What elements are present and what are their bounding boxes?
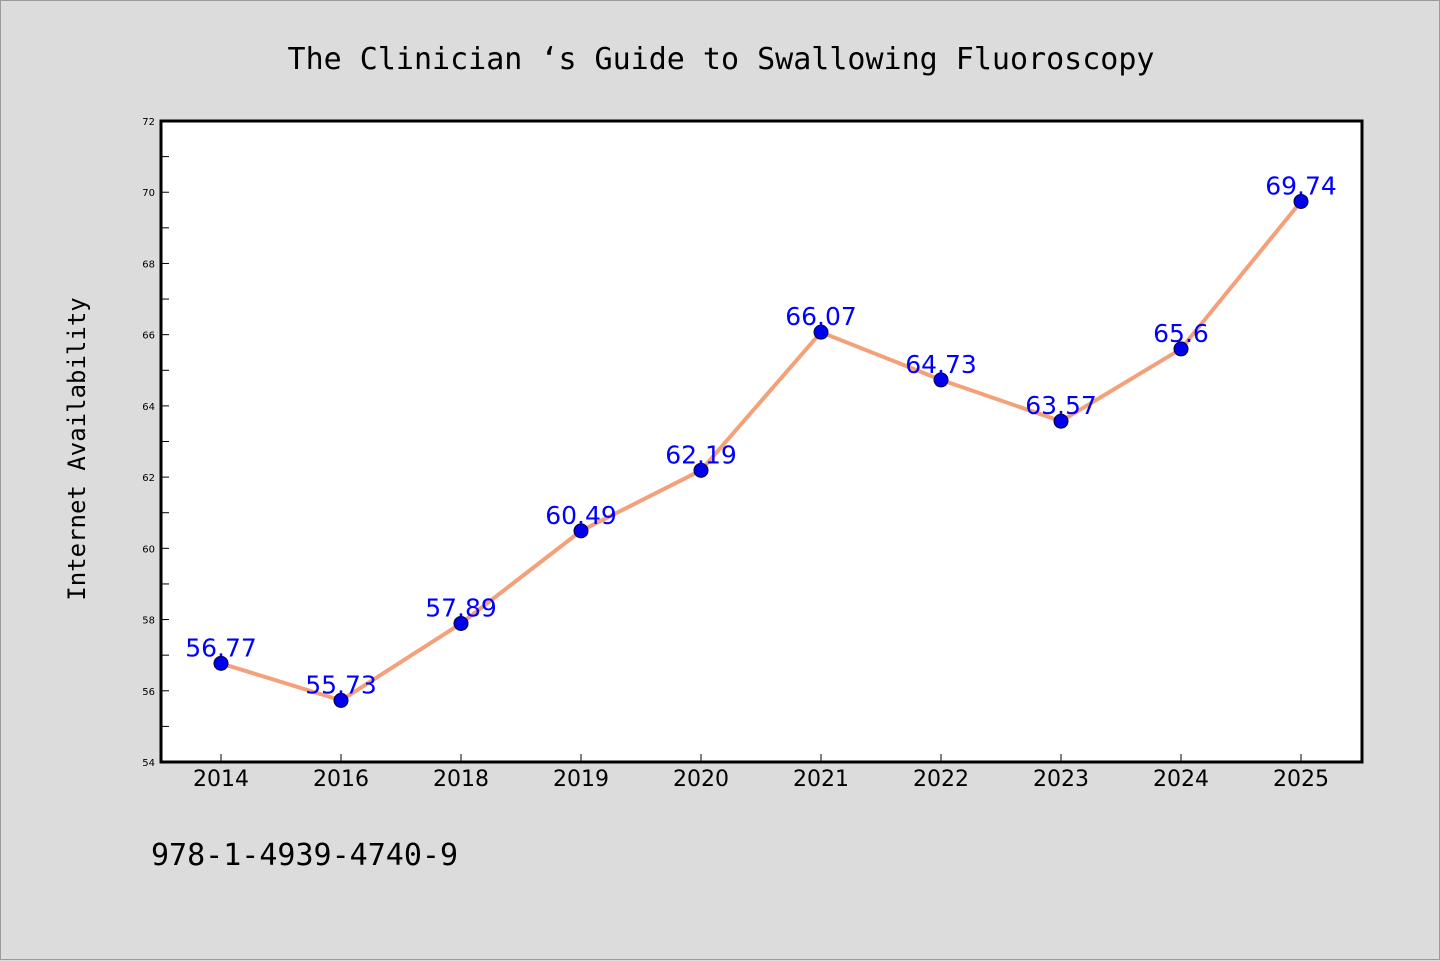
- x-tick-label: 2021: [793, 767, 849, 792]
- series-line: [220, 200, 1303, 703]
- x-tick-label: 2022: [913, 767, 969, 792]
- y-tick-label: 70: [142, 188, 155, 199]
- y-axis: 54 56 58 60 62 64 66 68 70 72: [142, 117, 169, 769]
- data-label: 65.6: [1153, 319, 1209, 348]
- data-label: 55.73: [305, 670, 377, 699]
- data-label: 63.57: [1025, 391, 1097, 420]
- y-tick-label: 72: [142, 117, 155, 128]
- series-polyline: [220, 200, 1303, 703]
- x-tick-label: 2018: [433, 767, 489, 792]
- series-markers: [213, 193, 1309, 708]
- data-label: 69.74: [1265, 171, 1337, 200]
- x-tick-label: 2019: [553, 767, 609, 792]
- data-label: 64.73: [905, 350, 977, 379]
- data-label: 57.89: [425, 593, 497, 622]
- y-tick-label: 54: [142, 758, 155, 769]
- x-tick-label: 2020: [673, 767, 729, 792]
- data-point: [573, 523, 589, 539]
- y-tick-label: 58: [142, 616, 155, 627]
- data-point: [213, 655, 229, 671]
- data-labels: 56.77 55.73 57.89 60.49 62.19 66.07 64.73 63.57…: [185, 171, 1337, 699]
- x-axis: 2014 2016 2018 2019 2020 2021 2022 2023 2024 2025: [193, 754, 1329, 792]
- data-point: [933, 372, 949, 388]
- y-axis-label: Internet Availability: [63, 297, 91, 600]
- data-label: 66.07: [785, 302, 857, 331]
- x-tick-label: 2024: [1153, 767, 1209, 792]
- data-point: [813, 324, 829, 340]
- data-label: 62.19: [665, 440, 737, 469]
- y-tick-label: 68: [142, 259, 155, 270]
- chart-title: The Clinician ‘s Guide to Swallowing Flu…: [288, 42, 1155, 77]
- x-tick-label: 2014: [193, 767, 249, 792]
- data-point: [1173, 341, 1189, 357]
- data-point: [1293, 193, 1309, 209]
- data-label: 60.49: [545, 501, 617, 530]
- x-tick-label: 2025: [1273, 767, 1329, 792]
- isbn-footnote: 978-1-4939-4740-9: [151, 838, 458, 873]
- data-label: 56.77: [185, 633, 257, 662]
- y-tick-label: 66: [142, 331, 155, 342]
- data-point: [1053, 413, 1069, 429]
- data-point: [453, 615, 469, 631]
- plot-area: [159, 119, 1364, 764]
- y-tick-label: 60: [142, 544, 155, 555]
- y-tick-label: 64: [142, 402, 155, 413]
- data-point: [333, 692, 349, 708]
- data-point: [693, 462, 709, 478]
- y-tick-label: 62: [142, 473, 155, 484]
- x-tick-label: 2023: [1033, 767, 1089, 792]
- y-tick-label: 56: [142, 687, 155, 698]
- x-tick-label: 2016: [313, 767, 369, 792]
